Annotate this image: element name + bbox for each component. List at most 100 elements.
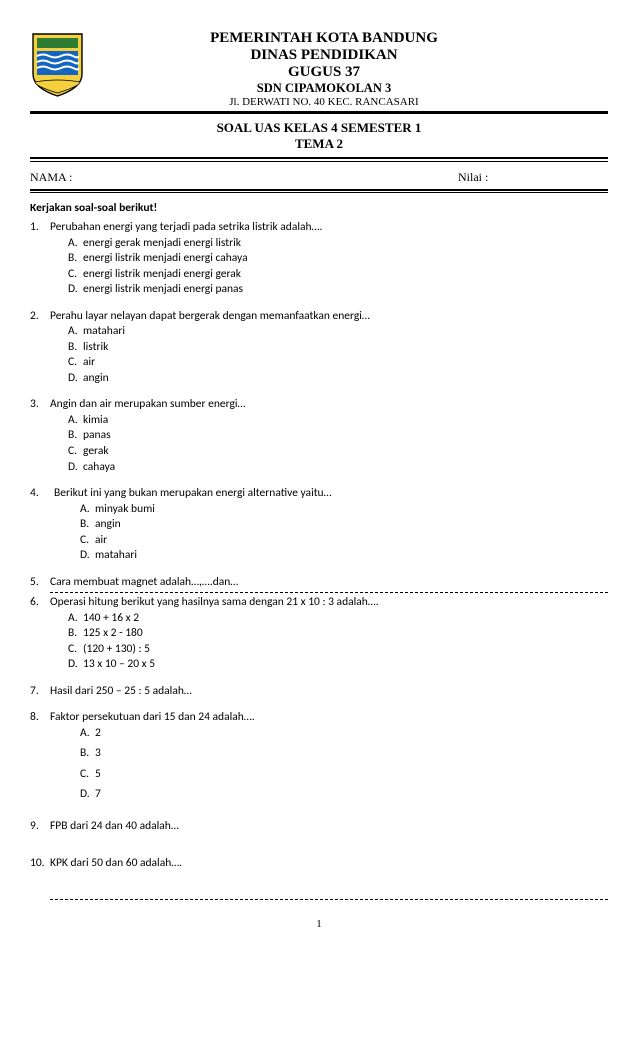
option-letter: B. bbox=[68, 340, 83, 356]
option: C.gerak bbox=[68, 444, 608, 460]
option: A.kimia bbox=[68, 413, 608, 429]
option-letter: B. bbox=[68, 428, 83, 444]
question-number: 8. bbox=[30, 710, 50, 808]
option-text: 3 bbox=[95, 746, 101, 762]
option-text: air bbox=[83, 355, 95, 371]
option-text: cahaya bbox=[83, 460, 115, 476]
questions-list: 1.Perubahan energi yang terjadi pada set… bbox=[30, 220, 608, 900]
question-stem: KPK dari 50 dan 60 adalah…. bbox=[50, 856, 608, 872]
option: A.140 + 16 x 2 bbox=[68, 611, 608, 627]
question: 6.Operasi hitung berikut yang hasilnya s… bbox=[30, 595, 608, 673]
option-letter: D. bbox=[68, 657, 83, 673]
options: A.2B.3C.5D.7 bbox=[50, 726, 608, 803]
option-letter: A. bbox=[68, 611, 83, 627]
question-body: Operasi hitung berikut yang hasilnya sam… bbox=[50, 595, 608, 673]
question-stem: Cara membuat magnet adalah…,….dan… bbox=[50, 575, 608, 591]
option-text: 7 bbox=[95, 787, 101, 803]
option-text: 2 bbox=[95, 726, 101, 742]
option: B.listrik bbox=[68, 340, 608, 356]
option-letter: A. bbox=[68, 324, 83, 340]
option-letter: D. bbox=[68, 282, 83, 298]
answer-line bbox=[50, 899, 608, 900]
option-letter: C. bbox=[68, 355, 83, 371]
options: A.140 + 16 x 2B.125 x 2 - 180C.(120 + 13… bbox=[50, 611, 608, 673]
question-number: 2. bbox=[30, 309, 50, 387]
cluster-line: GUGUS 37 bbox=[95, 64, 553, 81]
option-text: 125 x 2 - 180 bbox=[83, 626, 143, 642]
option: D.13 x 10 – 20 x 5 bbox=[68, 657, 608, 673]
question: 7.Hasil dari 250 – 25 : 5 adalah… bbox=[30, 684, 608, 700]
question: 1.Perubahan energi yang terjadi pada set… bbox=[30, 220, 608, 298]
option-letter: C. bbox=[80, 767, 95, 783]
option-letter: A. bbox=[68, 413, 83, 429]
dept-line: DINAS PENDIDIKAN bbox=[95, 47, 553, 64]
option-text: matahari bbox=[95, 548, 137, 564]
option: B.energi listrik menjadi energi cahaya bbox=[68, 251, 608, 267]
title-divider bbox=[30, 157, 608, 162]
answer-line bbox=[50, 592, 608, 593]
option: A.energi gerak menjadi energi listrik bbox=[68, 236, 608, 252]
question-number: 6. bbox=[30, 595, 50, 673]
question: 10.KPK dari 50 dan 60 adalah…. bbox=[30, 856, 608, 872]
question-body: Berikut ini yang bukan merupakan energi … bbox=[50, 486, 608, 564]
name-divider bbox=[30, 189, 608, 194]
option-letter: C. bbox=[68, 642, 83, 658]
question-number: 7. bbox=[30, 684, 50, 700]
option: B.3 bbox=[80, 746, 608, 762]
question-number: 3. bbox=[30, 397, 50, 475]
option-letter: D. bbox=[68, 371, 83, 387]
options: A.matahariB.listrikC.airD.angin bbox=[50, 324, 608, 386]
options: A.energi gerak menjadi energi listrikB.e… bbox=[50, 236, 608, 298]
city-logo bbox=[30, 30, 85, 100]
option-text: kimia bbox=[83, 413, 108, 429]
score-label: Nilai : bbox=[458, 170, 608, 185]
option: C.energi listrik menjadi energi gerak bbox=[68, 267, 608, 283]
question: 3.Angin dan air merupakan sumber energi…… bbox=[30, 397, 608, 475]
option-text: minyak bumi bbox=[95, 502, 155, 518]
option-letter: A. bbox=[80, 502, 95, 518]
option-text: panas bbox=[83, 428, 111, 444]
option-letter: C. bbox=[68, 267, 83, 283]
option-text: angin bbox=[83, 371, 109, 387]
option-letter: A. bbox=[80, 726, 95, 742]
header-divider bbox=[30, 111, 608, 114]
question: 9.FPB dari 24 dan 40 adalah… bbox=[30, 819, 608, 835]
name-score-row: NAMA : Nilai : bbox=[30, 170, 608, 185]
option-text: (120 + 130) : 5 bbox=[83, 642, 150, 658]
question-body: KPK dari 50 dan 60 adalah…. bbox=[50, 856, 608, 872]
option-text: energi listrik menjadi energi panas bbox=[83, 282, 243, 298]
option-text: gerak bbox=[83, 444, 109, 460]
option-text: energi listrik menjadi energi gerak bbox=[83, 267, 241, 283]
exam-title: SOAL UAS KELAS 4 SEMESTER 1 TEMA 2 bbox=[30, 120, 608, 154]
option: A.2 bbox=[80, 726, 608, 742]
question-body: Angin dan air merupakan sumber energi…A.… bbox=[50, 397, 608, 475]
question-number: 9. bbox=[30, 819, 50, 835]
question-number: 10. bbox=[30, 856, 50, 872]
option: D.angin bbox=[68, 371, 608, 387]
option-letter: A. bbox=[68, 236, 83, 252]
option-text: 5 bbox=[95, 767, 101, 783]
option: B.panas bbox=[68, 428, 608, 444]
option: C.5 bbox=[80, 767, 608, 783]
document-header: PEMERINTAH KOTA BANDUNG DINAS PENDIDIKAN… bbox=[30, 30, 608, 108]
question-body: Faktor persekutuan dari 15 dan 24 adalah… bbox=[50, 710, 608, 808]
question-stem: Berikut ini yang bukan merupakan energi … bbox=[50, 486, 608, 502]
option-text: energi listrik menjadi energi cahaya bbox=[83, 251, 248, 267]
question-number: 1. bbox=[30, 220, 50, 298]
question-number: 5. bbox=[30, 575, 50, 591]
option-letter: D. bbox=[80, 787, 95, 803]
question: 4.Berikut ini yang bukan merupakan energ… bbox=[30, 486, 608, 564]
exam-title-1: SOAL UAS KELAS 4 SEMESTER 1 bbox=[30, 120, 608, 137]
question-stem: Hasil dari 250 – 25 : 5 adalah… bbox=[50, 684, 608, 700]
option: B.125 x 2 - 180 bbox=[68, 626, 608, 642]
option-text: angin bbox=[95, 517, 121, 533]
question: 8.Faktor persekutuan dari 15 dan 24 adal… bbox=[30, 710, 608, 808]
option-letter: B. bbox=[68, 626, 83, 642]
option: D.energi listrik menjadi energi panas bbox=[68, 282, 608, 298]
option-letter: B. bbox=[80, 517, 95, 533]
option: C.(120 + 130) : 5 bbox=[68, 642, 608, 658]
question: 2.Perahu layar nelayan dapat bergerak de… bbox=[30, 309, 608, 387]
question-body: Hasil dari 250 – 25 : 5 adalah… bbox=[50, 684, 608, 700]
option: D.matahari bbox=[80, 548, 608, 564]
question-body: FPB dari 24 dan 40 adalah… bbox=[50, 819, 608, 835]
